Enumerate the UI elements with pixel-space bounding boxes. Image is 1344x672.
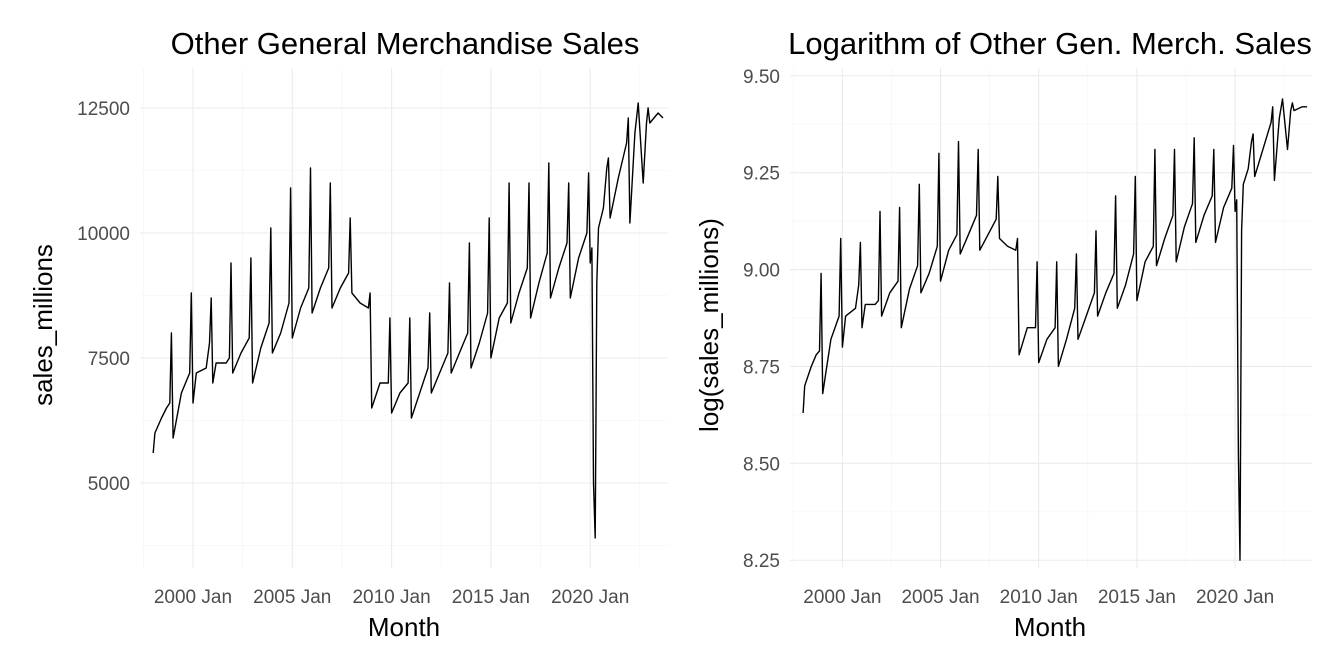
left-y-tick-label: 10000	[77, 224, 130, 245]
right-y-tick-label: 9.25	[743, 164, 780, 185]
right-x-tick-label: 2020 Jan	[1196, 587, 1274, 608]
left-x-tick-label: 2020 Jan	[551, 587, 629, 608]
right-x-tick-label: 2005 Jan	[901, 587, 979, 608]
right-x-tick-label: 2015 Jan	[1098, 587, 1176, 608]
left-x-tick-label: 2010 Jan	[352, 587, 430, 608]
right-y-tick-label: 9.50	[743, 67, 780, 88]
left-y-tick-labels: 5000 7500 10000 12500	[77, 99, 130, 495]
left-y-tick-label: 5000	[88, 474, 130, 495]
left-y-tick-label: 7500	[88, 349, 130, 370]
left-chart-title: Other General Merchandise Sales	[171, 26, 640, 61]
right-y-axis-label: log(sales_millions)	[694, 218, 724, 432]
right-y-tick-label: 9.00	[743, 261, 780, 282]
right-x-tick-label: 2000 Jan	[803, 587, 881, 608]
right-x-axis-label: Month	[1014, 612, 1086, 642]
right-chart-panel: 8.25 8.50 8.75 9.00 9.25 9.50 2000 Jan 2005 Ja…	[694, 26, 1312, 642]
left-x-axis-label: Month	[368, 612, 440, 642]
right-x-tick-labels: 2000 Jan 2005 Jan 2010 Jan 2015 Jan 2020 Jan	[803, 587, 1274, 608]
right-grid	[790, 68, 1312, 568]
left-x-tick-label: 2015 Jan	[452, 587, 530, 608]
right-x-tick-label: 2010 Jan	[1000, 587, 1078, 608]
left-sales-line	[152, 102, 664, 539]
right-chart-title: Logarithm of Other Gen. Merch. Sales	[788, 26, 1312, 61]
right-y-tick-label: 8.50	[743, 454, 780, 475]
left-x-tick-labels: 2000 Jan 2005 Jan 2010 Jan 2015 Jan 2020 Jan	[154, 587, 629, 608]
right-y-tick-labels: 8.25 8.50 8.75 9.00 9.25 9.50	[743, 67, 780, 572]
left-y-tick-label: 12500	[77, 99, 130, 120]
left-grid	[140, 68, 668, 568]
left-chart-panel: 5000 7500 10000 12500 2000 Jan 2005 Jan 2010 …	[28, 26, 668, 642]
right-y-tick-label: 8.75	[743, 357, 780, 378]
left-x-tick-label: 2005 Jan	[253, 587, 331, 608]
left-x-tick-label: 2000 Jan	[154, 587, 232, 608]
right-y-tick-label: 8.25	[743, 551, 780, 572]
right-log-sales-line	[802, 98, 1308, 561]
left-y-axis-label: sales_millions	[28, 244, 58, 406]
